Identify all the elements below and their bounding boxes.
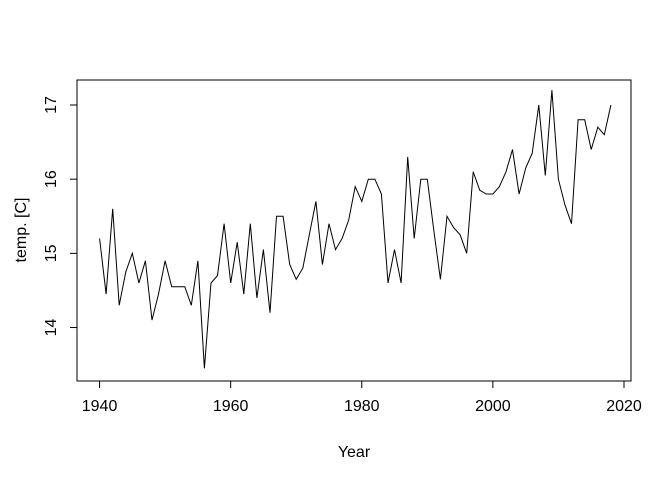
x-tick-label: 1940: [82, 398, 118, 415]
y-tick-label: 15: [43, 244, 60, 262]
y-tick-label: 14: [43, 319, 60, 337]
x-tick-label: 1960: [213, 398, 249, 415]
temperature-line: [99, 90, 612, 369]
x-axis-ticks: 1940 1960 1980 2000 2020: [82, 381, 642, 415]
x-tick-label: 2020: [606, 398, 642, 415]
x-tick-label: 2000: [475, 398, 511, 415]
y-tick-label: 17: [43, 96, 60, 114]
x-tick-label: 1980: [344, 398, 380, 415]
y-axis-title: temp. [C]: [13, 198, 30, 263]
plot-box: [76, 79, 632, 382]
x-axis-title: Year: [338, 444, 371, 461]
y-tick-label: 16: [43, 170, 60, 188]
y-axis-ticks: 14 15 16 17: [43, 96, 77, 336]
